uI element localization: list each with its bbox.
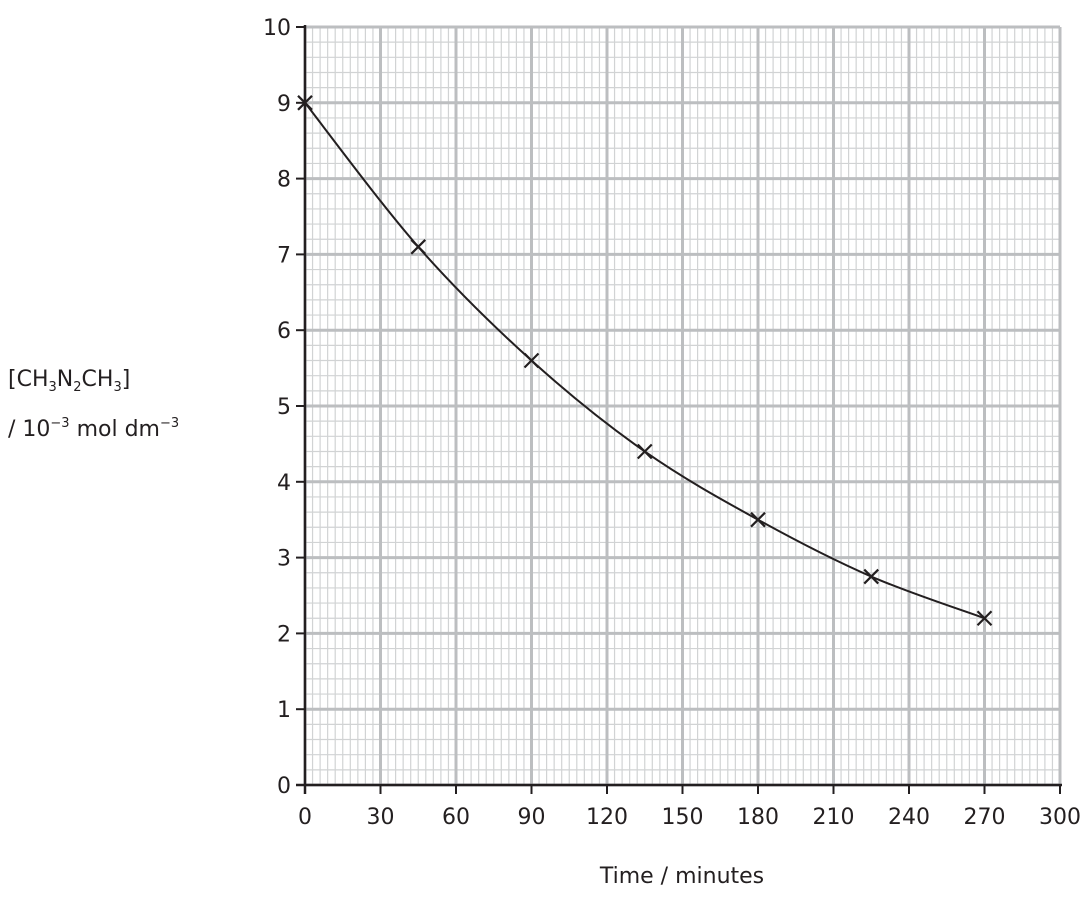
data-point [297, 95, 313, 111]
y-axis-label-line2: / 10−3 mol dm−3 [8, 416, 180, 442]
data-point [410, 239, 427, 255]
marker-layer [297, 95, 993, 627]
major-grid [303, 25, 1062, 787]
x-tick-label: 30 [367, 805, 395, 830]
x-tick-label: 300 [1039, 805, 1081, 830]
data-point [636, 443, 653, 460]
marker-stroke [636, 443, 653, 460]
marker-stroke [410, 239, 427, 255]
y-tick-label: 1 [277, 698, 291, 723]
x-tick-labels: 0 30 60 90 120 150 180 210 240 270 300 [298, 805, 1081, 830]
marker-stroke [976, 610, 993, 627]
x-tick-label: 0 [298, 805, 312, 830]
marker-stroke [863, 568, 880, 585]
y-tick-label: 10 [263, 16, 291, 41]
y-tick-label: 3 [277, 547, 291, 572]
data-point [750, 511, 766, 528]
y-tick-label: 0 [277, 774, 291, 799]
y-tick-label: 6 [277, 319, 291, 344]
y-tick-label: 9 [277, 92, 291, 117]
x-tick-label: 150 [662, 805, 704, 830]
data-point [863, 568, 880, 585]
y-tick-label: 8 [277, 168, 291, 193]
y-axis-label: [CH3N2CH3] / 10−3 mol dm−3 [8, 362, 179, 448]
x-tick-label: 240 [888, 805, 930, 830]
x-tick-label: 60 [442, 805, 470, 830]
x-axis-label: Time / minutes [599, 864, 764, 889]
data-point [523, 352, 540, 369]
y-tick-label: 4 [277, 471, 291, 496]
y-tick-labels: 0 1 2 3 4 5 6 7 8 9 10 [263, 16, 291, 799]
marker-stroke [523, 352, 540, 369]
x-tick-label: 210 [813, 805, 855, 830]
axes [296, 25, 1062, 794]
marker-stroke [297, 95, 313, 111]
marker-stroke [750, 511, 766, 528]
data-point [976, 610, 993, 627]
y-tick-label: 2 [277, 622, 291, 647]
x-tick-label: 180 [737, 805, 779, 830]
x-tick-label: 120 [586, 805, 628, 830]
x-tick-label: 270 [964, 805, 1006, 830]
y-tick-label: 5 [277, 395, 291, 420]
x-tick-label: 90 [518, 805, 546, 830]
y-tick-label: 7 [277, 243, 291, 268]
y-axis-label-line1: [CH3N2CH3] [8, 367, 131, 395]
